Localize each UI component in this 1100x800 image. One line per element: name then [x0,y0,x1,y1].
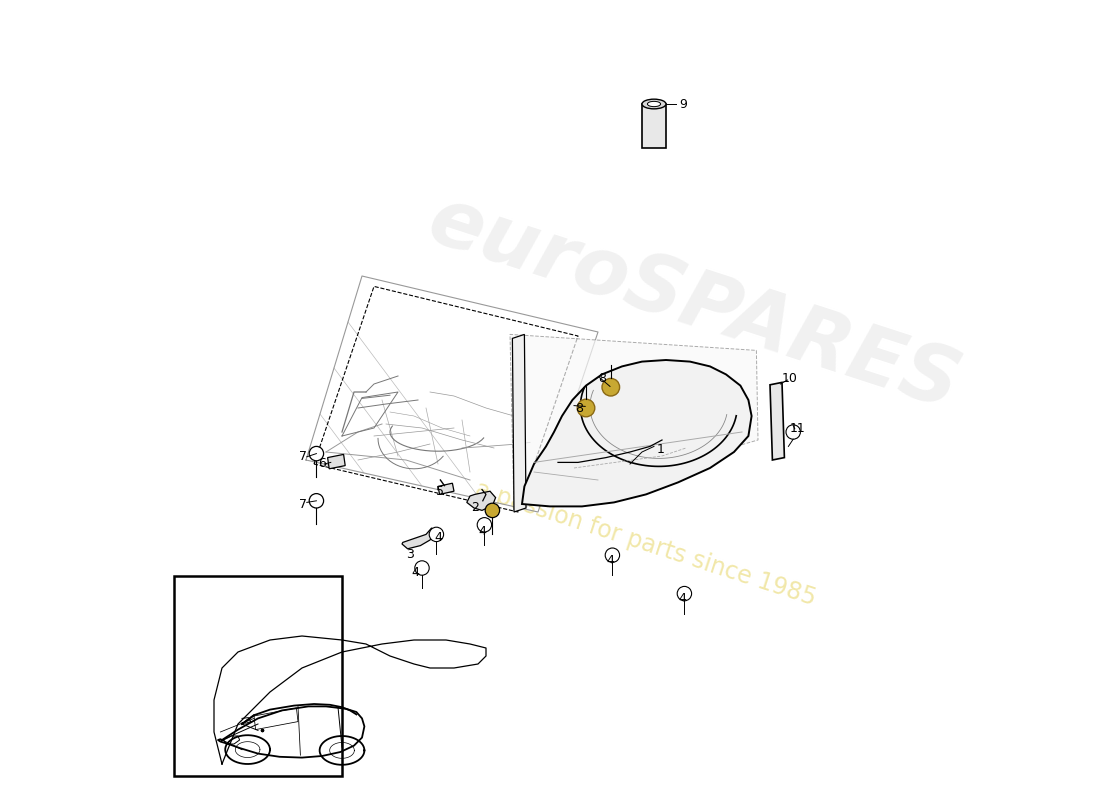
Text: 11: 11 [790,422,806,434]
Circle shape [309,446,323,461]
Circle shape [429,527,443,542]
Bar [174,576,342,776]
Text: 6: 6 [318,458,326,470]
Polygon shape [513,334,526,512]
Text: 4: 4 [478,525,486,538]
Text: 8: 8 [575,402,583,414]
Text: 7: 7 [299,450,307,463]
Polygon shape [402,528,437,549]
Polygon shape [466,491,496,510]
Text: 4: 4 [607,554,615,566]
Polygon shape [510,334,758,510]
Circle shape [678,586,692,601]
Text: euroSPARES: euroSPARES [419,182,969,426]
Circle shape [485,503,499,518]
Text: 5: 5 [436,485,443,498]
Bar [642,104,666,148]
Text: a passion for parts since 1985: a passion for parts since 1985 [473,478,820,610]
Text: 8: 8 [598,372,606,385]
Text: 4: 4 [679,592,686,605]
Text: 3: 3 [406,548,414,561]
Text: 10: 10 [782,372,797,385]
Circle shape [578,399,595,417]
Circle shape [602,378,619,396]
Text: 2: 2 [471,501,478,514]
Circle shape [415,561,429,575]
Circle shape [309,494,323,508]
Text: 1: 1 [657,443,664,456]
Polygon shape [438,483,454,494]
Text: 9: 9 [679,98,686,110]
Polygon shape [328,454,345,469]
Text: 4: 4 [411,566,419,578]
Ellipse shape [648,102,661,106]
Text: 4: 4 [434,531,442,544]
Ellipse shape [642,99,666,109]
Text: 7: 7 [299,498,307,510]
Circle shape [605,548,619,562]
Polygon shape [522,360,751,506]
Polygon shape [770,382,784,460]
Circle shape [786,425,801,439]
Circle shape [477,518,492,532]
